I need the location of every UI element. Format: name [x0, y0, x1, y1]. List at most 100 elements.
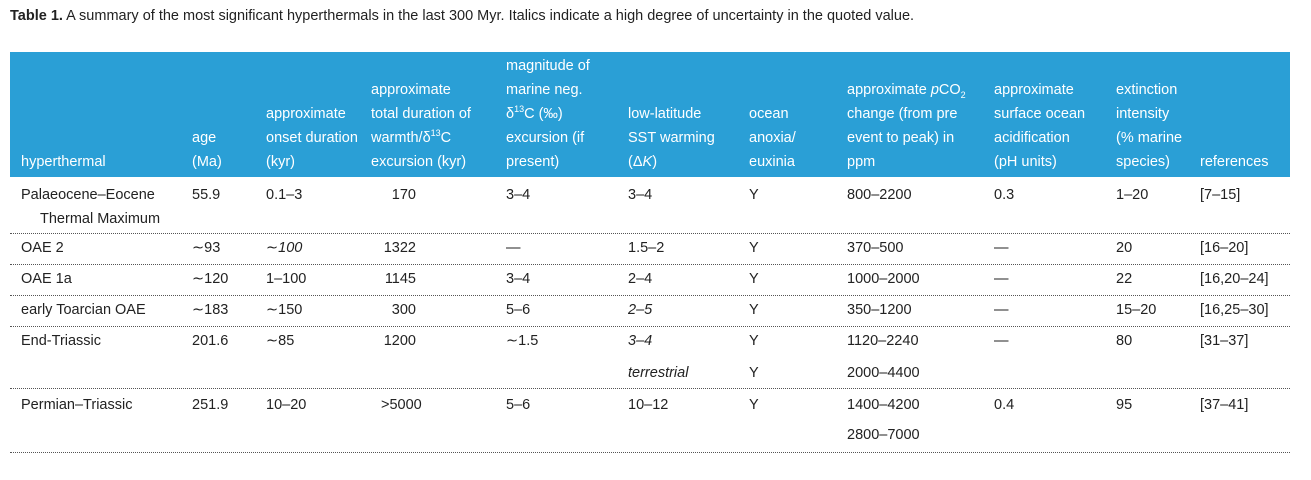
- row-separator: [10, 388, 1290, 389]
- cell-hyperthermal: End-Triassic: [21, 333, 102, 349]
- header-sst-warming: low-latitude SST warming (ΔK): [628, 102, 715, 174]
- cell-pco2: 1120–2240: [847, 333, 919, 349]
- header-line: (pH units): [994, 154, 1057, 170]
- header-line: acidification: [994, 130, 1070, 146]
- header-line: warmth/δ13C: [371, 128, 452, 146]
- cell-anoxia: Y: [749, 333, 759, 349]
- row-separator: [10, 326, 1290, 327]
- cell-sst: terrestrial: [628, 365, 689, 381]
- header-line: hyperthermal: [21, 154, 106, 170]
- header-line: (% marine: [1116, 130, 1183, 146]
- header-line: approximate pCO2: [847, 82, 966, 100]
- header-line: onset duration: [266, 130, 358, 146]
- cell-magnitude: 3–4: [506, 271, 531, 287]
- cell-onset: 1–100: [266, 271, 307, 287]
- cell-hyperthermal: OAE 2: [21, 240, 64, 256]
- cell-acidification: —: [994, 271, 1009, 287]
- cell-duration: >5000: [381, 397, 422, 413]
- cell-anoxia: Y: [749, 302, 759, 318]
- cell-pco2: 1400–4200: [847, 397, 920, 413]
- cell-hyperthermal: Palaeocene–Eocene: [21, 187, 155, 203]
- cell-anoxia: Y: [749, 187, 759, 203]
- cell-onset: 10–20: [266, 397, 307, 413]
- header-line: age: [192, 130, 217, 146]
- header-line: δ13C (‰): [506, 104, 563, 122]
- caption-label: Table 1.: [10, 8, 63, 24]
- header-line: marine neg.: [506, 82, 583, 98]
- row-separator: [10, 452, 1290, 453]
- caption-text: A summary of the most significant hypert…: [66, 8, 915, 24]
- cell-onset: ∼150: [266, 302, 303, 318]
- cell-age: 55.9: [192, 187, 221, 203]
- cell-onset: ∼85: [266, 333, 295, 349]
- row-separator: [10, 295, 1290, 296]
- header-line: anoxia/: [749, 130, 796, 146]
- header-line: low-latitude: [628, 106, 702, 122]
- cell-pco2: 2000–4400: [847, 365, 920, 381]
- header-pco2: approximate pCO2 change (from pre event …: [847, 78, 966, 174]
- header-onset-duration: approximate onset duration (kyr): [266, 102, 358, 174]
- cell-magnitude: 5–6: [506, 302, 531, 318]
- header-magnitude: magnitude of marine neg. δ13C (‰) excurs…: [506, 54, 590, 174]
- cell-hyperthermal: OAE 1a: [21, 271, 72, 287]
- cell-anoxia: Y: [749, 365, 759, 381]
- header-line: SST warming: [628, 130, 715, 146]
- header-line: change (from pre: [847, 106, 958, 122]
- cell-age: 251.9: [192, 397, 229, 413]
- row-separator: [10, 233, 1290, 234]
- cell-age: ∼120: [192, 271, 229, 287]
- header-line: references: [1200, 154, 1269, 170]
- cell-onset: ∼100: [266, 240, 303, 256]
- cell-hyperthermal: Thermal Maximum: [40, 211, 161, 227]
- cell-acidification: 0.4: [994, 397, 1015, 413]
- header-acidification: approximate surface ocean acidification …: [994, 78, 1085, 174]
- header-line: approximate: [266, 106, 346, 122]
- cell-duration: 170: [391, 187, 416, 203]
- header-line: intensity: [1116, 106, 1170, 122]
- cell-sst: 10–12: [628, 397, 669, 413]
- table-header: hyperthermal age (Ma) approximate onset …: [10, 52, 1290, 177]
- cell-onset: 0.1–3: [266, 187, 303, 203]
- cell-references: [31–37]: [1200, 333, 1249, 349]
- cell-magnitude: ∼1.5: [506, 333, 539, 349]
- cell-anoxia: Y: [749, 397, 759, 413]
- cell-references: [7–15]: [1200, 187, 1241, 203]
- cell-duration: 300: [391, 302, 416, 318]
- cell-references: [16–20]: [1200, 240, 1249, 256]
- header-ocean-anoxia: ocean anoxia/ euxinia: [749, 102, 796, 174]
- cell-anoxia: Y: [749, 240, 759, 256]
- header-hyperthermal: hyperthermal: [21, 150, 106, 174]
- cell-acidification: —: [994, 333, 1009, 349]
- cell-pco2: 2800–7000: [847, 427, 920, 443]
- cell-references: [16,25–30]: [1200, 302, 1269, 318]
- header-line: total duration of: [371, 106, 471, 122]
- header-line: (ΔK): [628, 154, 658, 170]
- cell-duration: 1322: [383, 240, 416, 256]
- cell-extinction: 22: [1116, 271, 1133, 287]
- cell-references: [37–41]: [1200, 397, 1249, 413]
- cell-extinction: 1–20: [1116, 187, 1149, 203]
- cell-pco2: 800–2200: [847, 187, 912, 203]
- table-caption: Table 1. A summary of the most significa…: [10, 8, 914, 24]
- cell-hyperthermal: early Toarcian OAE: [21, 302, 146, 318]
- header-line: surface ocean: [994, 106, 1086, 122]
- header-line: approximate: [994, 82, 1074, 98]
- cell-sst: 2–5: [628, 302, 653, 318]
- cell-sst: 1.5–2: [628, 240, 665, 256]
- cell-duration: 1145: [384, 271, 416, 287]
- header-extinction: extinction intensity (% marine species): [1116, 78, 1182, 174]
- cell-sst: 3–4: [628, 187, 653, 203]
- cell-extinction: 15–20: [1116, 302, 1157, 318]
- cell-acidification: 0.3: [994, 187, 1015, 203]
- cell-sst: 2–4: [628, 271, 653, 287]
- cell-magnitude: 5–6: [506, 397, 531, 413]
- cell-magnitude: —: [506, 240, 521, 256]
- cell-hyperthermal: Permian–Triassic: [21, 397, 133, 413]
- header-line: magnitude of: [506, 58, 590, 74]
- cell-duration: 1200: [383, 333, 416, 349]
- header-line: extinction: [1116, 82, 1178, 98]
- cell-sst: 3–4: [628, 333, 653, 349]
- header-total-duration: approximate total duration of warmth/δ13…: [371, 78, 471, 174]
- cell-age: 201.6: [192, 333, 229, 349]
- cell-extinction: 20: [1116, 240, 1133, 256]
